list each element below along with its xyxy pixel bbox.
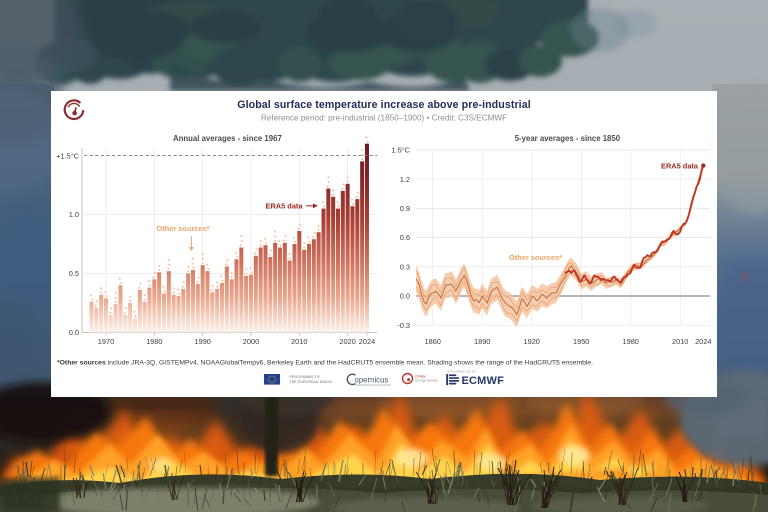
svg-text:0.0: 0.0 (400, 292, 410, 301)
svg-text:1.2: 1.2 (400, 175, 410, 184)
svg-text:2010: 2010 (291, 337, 307, 346)
svg-text:EUROPE'S EYES ON EARTH: EUROPE'S EYES ON EARTH (356, 383, 391, 387)
svg-text:ECMWF: ECMWF (462, 375, 505, 387)
svg-text:2020: 2020 (339, 337, 355, 346)
svg-text:opernicus: opernicus (355, 375, 389, 384)
svg-text:5-year averages - since 1850: 5-year averages - since 1850 (515, 134, 621, 143)
svg-text:Other sources*: Other sources* (157, 224, 210, 233)
svg-text:-0.3: -0.3 (397, 321, 410, 330)
svg-text:0.6: 0.6 (400, 233, 410, 242)
svg-text:1980: 1980 (622, 337, 638, 346)
svg-text:ERA5 data: ERA5 data (661, 162, 699, 171)
svg-text:1890: 1890 (474, 337, 490, 346)
svg-text:1.0: 1.0 (69, 210, 79, 219)
svg-text:Change Service: Change Service (415, 379, 438, 383)
svg-text:0.5: 0.5 (69, 269, 79, 278)
svg-text:*Other sources include JRA-3Q,: *Other sources include JRA-3Q, GISTEMPv4… (57, 360, 593, 367)
svg-text:+1.5°C: +1.5°C (56, 151, 80, 160)
svg-text:THE EUROPEAN UNION: THE EUROPEAN UNION (290, 380, 333, 384)
svg-text:ERA5 data: ERA5 data (266, 202, 304, 211)
svg-text:PROGRAMME OF: PROGRAMME OF (290, 375, 321, 379)
svg-text:2010: 2010 (672, 337, 688, 346)
svg-text:Climate: Climate (415, 375, 426, 379)
svg-text:1860: 1860 (424, 337, 440, 346)
svg-text:2024: 2024 (695, 337, 711, 346)
svg-text:2000: 2000 (243, 337, 259, 346)
svg-text:0.3: 0.3 (400, 262, 410, 271)
svg-text:0.0: 0.0 (69, 328, 79, 337)
svg-text:1980: 1980 (146, 337, 162, 346)
svg-text:1970: 1970 (98, 337, 114, 346)
svg-text:Reference period: pre-industri: Reference period: pre-industrial (1850–1… (261, 114, 507, 123)
svg-text:Global surface temperature inc: Global surface temperature increase abov… (237, 99, 531, 111)
svg-text:1990: 1990 (194, 337, 210, 346)
svg-text:Other sources*: Other sources* (509, 253, 562, 262)
svg-text:Annual averages - since 1967: Annual averages - since 1967 (173, 134, 282, 143)
svg-text:1920: 1920 (523, 337, 539, 346)
svg-text:0.9: 0.9 (400, 204, 410, 213)
svg-text:1.5°C: 1.5°C (391, 146, 410, 155)
svg-text:IMPLEMENTED BY: IMPLEMENTED BY (447, 370, 477, 374)
svg-text:2024: 2024 (359, 337, 375, 346)
svg-text:1950: 1950 (573, 337, 589, 346)
